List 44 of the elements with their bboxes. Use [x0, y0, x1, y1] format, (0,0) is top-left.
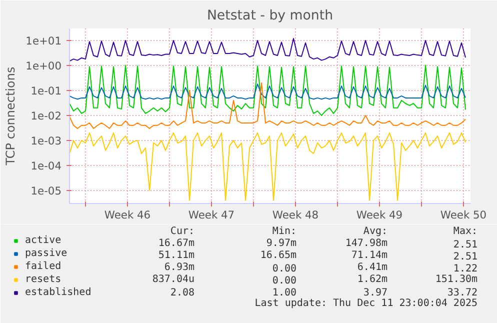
- chart-title: Netstat - by month: [206, 8, 334, 24]
- y-tick-label: 1e-01: [30, 84, 62, 98]
- legend-label: failed: [25, 261, 62, 272]
- text: 3.97: [363, 288, 388, 298]
- text: 16.65m: [260, 250, 296, 261]
- y-tick-label: 1e-02: [30, 109, 62, 122]
- text: 6.93m: [164, 262, 195, 273]
- text: 6.41m: [357, 262, 388, 273]
- text: 1.62m: [357, 274, 388, 285]
- text: 9.97m: [266, 238, 297, 249]
- x-tick-label: Week 48: [272, 208, 319, 222]
- text: 151.30m: [435, 274, 478, 285]
- x-tick-label: Week 49: [356, 208, 403, 222]
- text: 2.51: [453, 240, 478, 250]
- legend-label: passive: [25, 248, 68, 259]
- text: 51.11m: [158, 250, 194, 261]
- text: 1.22: [453, 264, 478, 274]
- text: Last update: Thu Dec 11 23:00:04 2025: [254, 298, 478, 309]
- y-tick-label: 1e-04: [30, 159, 62, 172]
- text: Cur:: [170, 226, 195, 237]
- y-tick-label: 1e-03: [30, 134, 62, 148]
- x-tick-label: Week 50: [440, 208, 487, 222]
- text: 147.98m: [345, 238, 388, 249]
- text: 837.04u: [152, 274, 195, 285]
- text: 2.08: [170, 288, 195, 298]
- text: 71.14m: [351, 250, 388, 261]
- y-tick-label: 1e+01: [26, 34, 62, 48]
- legend-label: established: [25, 287, 92, 298]
- y-axis-title: TCP connections: [4, 66, 18, 166]
- text: 2.51: [453, 252, 478, 262]
- text: Avg:: [363, 226, 388, 237]
- text: Min:: [272, 226, 297, 237]
- text: 0.00: [272, 276, 297, 286]
- y-tick-label: 1e-05: [30, 184, 62, 198]
- text: 0.00: [272, 264, 297, 274]
- text: Max:: [453, 226, 478, 237]
- text: 16.67m: [158, 238, 194, 249]
- text: 1.00: [272, 288, 297, 298]
- y-tick-label: 1e+00: [26, 59, 62, 72]
- x-tick-label: Week 46: [104, 208, 151, 222]
- legend-label: active: [25, 235, 62, 246]
- legend-label: resets: [25, 274, 62, 285]
- x-tick-label: Week 47: [188, 208, 235, 222]
- text: 33.72: [447, 288, 478, 298]
